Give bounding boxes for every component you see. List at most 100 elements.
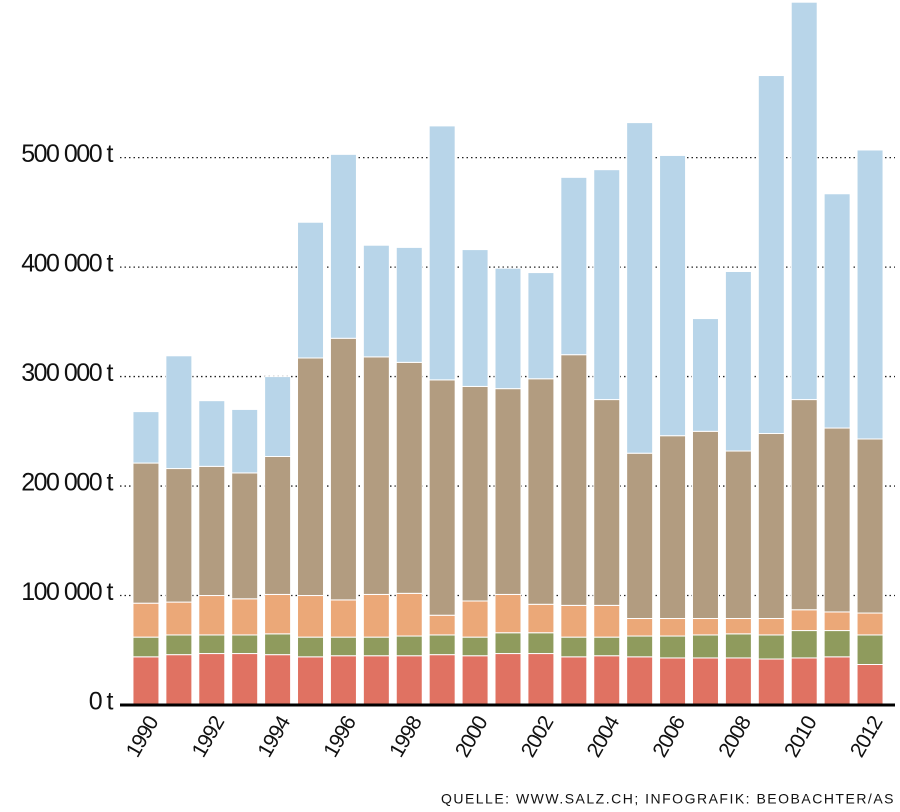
bar-segment (264, 633, 292, 656)
bar-segment (461, 636, 489, 657)
bar-segment (231, 472, 259, 600)
bar-segment (691, 430, 719, 620)
bar-segment (231, 598, 259, 636)
bar-segment (264, 376, 292, 457)
bar-segment (626, 122, 654, 454)
bar-segment (494, 593, 522, 634)
bar-segment (757, 634, 785, 660)
bar-segment (626, 452, 654, 620)
bar-segment (264, 455, 292, 595)
bar-segment (165, 355, 193, 470)
bar-segment (757, 75, 785, 435)
bar-segment (428, 654, 456, 706)
bar-segment (198, 653, 226, 706)
bar-segment (527, 632, 555, 655)
x-tick-label: 1998 (385, 712, 426, 761)
bar-segment (659, 635, 687, 659)
bar-segment (395, 635, 423, 657)
bar-segment (165, 468, 193, 603)
x-tick-label: 2004 (583, 712, 625, 762)
x-tick-label: 2000 (451, 712, 492, 761)
x-tick-label: 2008 (714, 712, 755, 761)
bar-segment (659, 657, 687, 706)
bar-segment (856, 149, 884, 440)
bar-segment (626, 635, 654, 658)
bar-segment (691, 634, 719, 659)
bar-segment (297, 656, 325, 706)
bar-segment (329, 599, 357, 638)
x-tick-label: 1996 (319, 712, 360, 761)
bar-segment (362, 636, 390, 657)
bar-segment (856, 612, 884, 636)
bar-segment (362, 244, 390, 358)
x-tick-label: 2002 (517, 712, 558, 761)
bar-segment (395, 592, 423, 637)
bar-segment (823, 630, 851, 658)
bar-segment (461, 385, 489, 602)
bar-segment (560, 604, 588, 638)
bar-segment (362, 593, 390, 638)
bar-segment (132, 411, 160, 464)
bar-segment (362, 655, 390, 706)
bar-segment (494, 653, 522, 706)
bar-segment (362, 356, 390, 595)
bar-segment (560, 636, 588, 658)
bar-segment (132, 636, 160, 658)
bar-segment (560, 656, 588, 706)
bar-segment (198, 465, 226, 597)
bar-segment (790, 657, 818, 706)
bar-segment (231, 653, 259, 706)
bar-segment (856, 663, 884, 706)
y-tick-label: 300 000 t (21, 359, 113, 387)
bar-segment (198, 400, 226, 467)
bar-segment (856, 634, 884, 665)
bar-segment (724, 618, 752, 635)
bar-segment (790, 1, 818, 401)
bar-segment (494, 267, 522, 390)
bar-segment (329, 153, 357, 339)
bar-segment (527, 378, 555, 605)
bar-segment (593, 655, 621, 706)
bar-segment (823, 193, 851, 429)
bar-segment (329, 655, 357, 706)
bar-segment (691, 657, 719, 706)
bar-segment (428, 634, 456, 656)
bar-segment (165, 654, 193, 706)
bar-segment (297, 221, 325, 359)
bar-segment (132, 602, 160, 638)
y-tick-label: 200 000 t (21, 469, 113, 497)
bar-segment (395, 246, 423, 363)
bar-segment (593, 169, 621, 401)
bar-segment (626, 656, 654, 706)
bar-segment (659, 435, 687, 620)
bar-segment (527, 603, 555, 634)
bar-segment (264, 593, 292, 635)
bar-segment (724, 450, 752, 620)
bar-segment (329, 337, 357, 601)
bar-segment (790, 630, 818, 659)
bar-segment (724, 633, 752, 659)
y-tick-label: 400 000 t (21, 250, 113, 278)
bar-segment (428, 379, 456, 616)
bar-segment (724, 657, 752, 706)
bar-segment (527, 653, 555, 706)
bar-segment (395, 361, 423, 594)
bar-segment (626, 618, 654, 637)
bar-segment (428, 125, 456, 381)
bar-segment (297, 357, 325, 597)
bar-segment (494, 388, 522, 595)
bar-segment (231, 408, 259, 474)
bar-segment (757, 618, 785, 636)
bar-segment (823, 427, 851, 613)
bar-segment (165, 601, 193, 636)
bar-segment (231, 634, 259, 655)
bar-segment (593, 604, 621, 638)
bar-segment (560, 176, 588, 356)
y-tick-label: 500 000 t (21, 140, 113, 168)
bar-segment (560, 354, 588, 606)
bar-segment (527, 272, 555, 380)
bar-segment (461, 655, 489, 706)
bar-segment (757, 433, 785, 620)
bar-segment (395, 655, 423, 706)
